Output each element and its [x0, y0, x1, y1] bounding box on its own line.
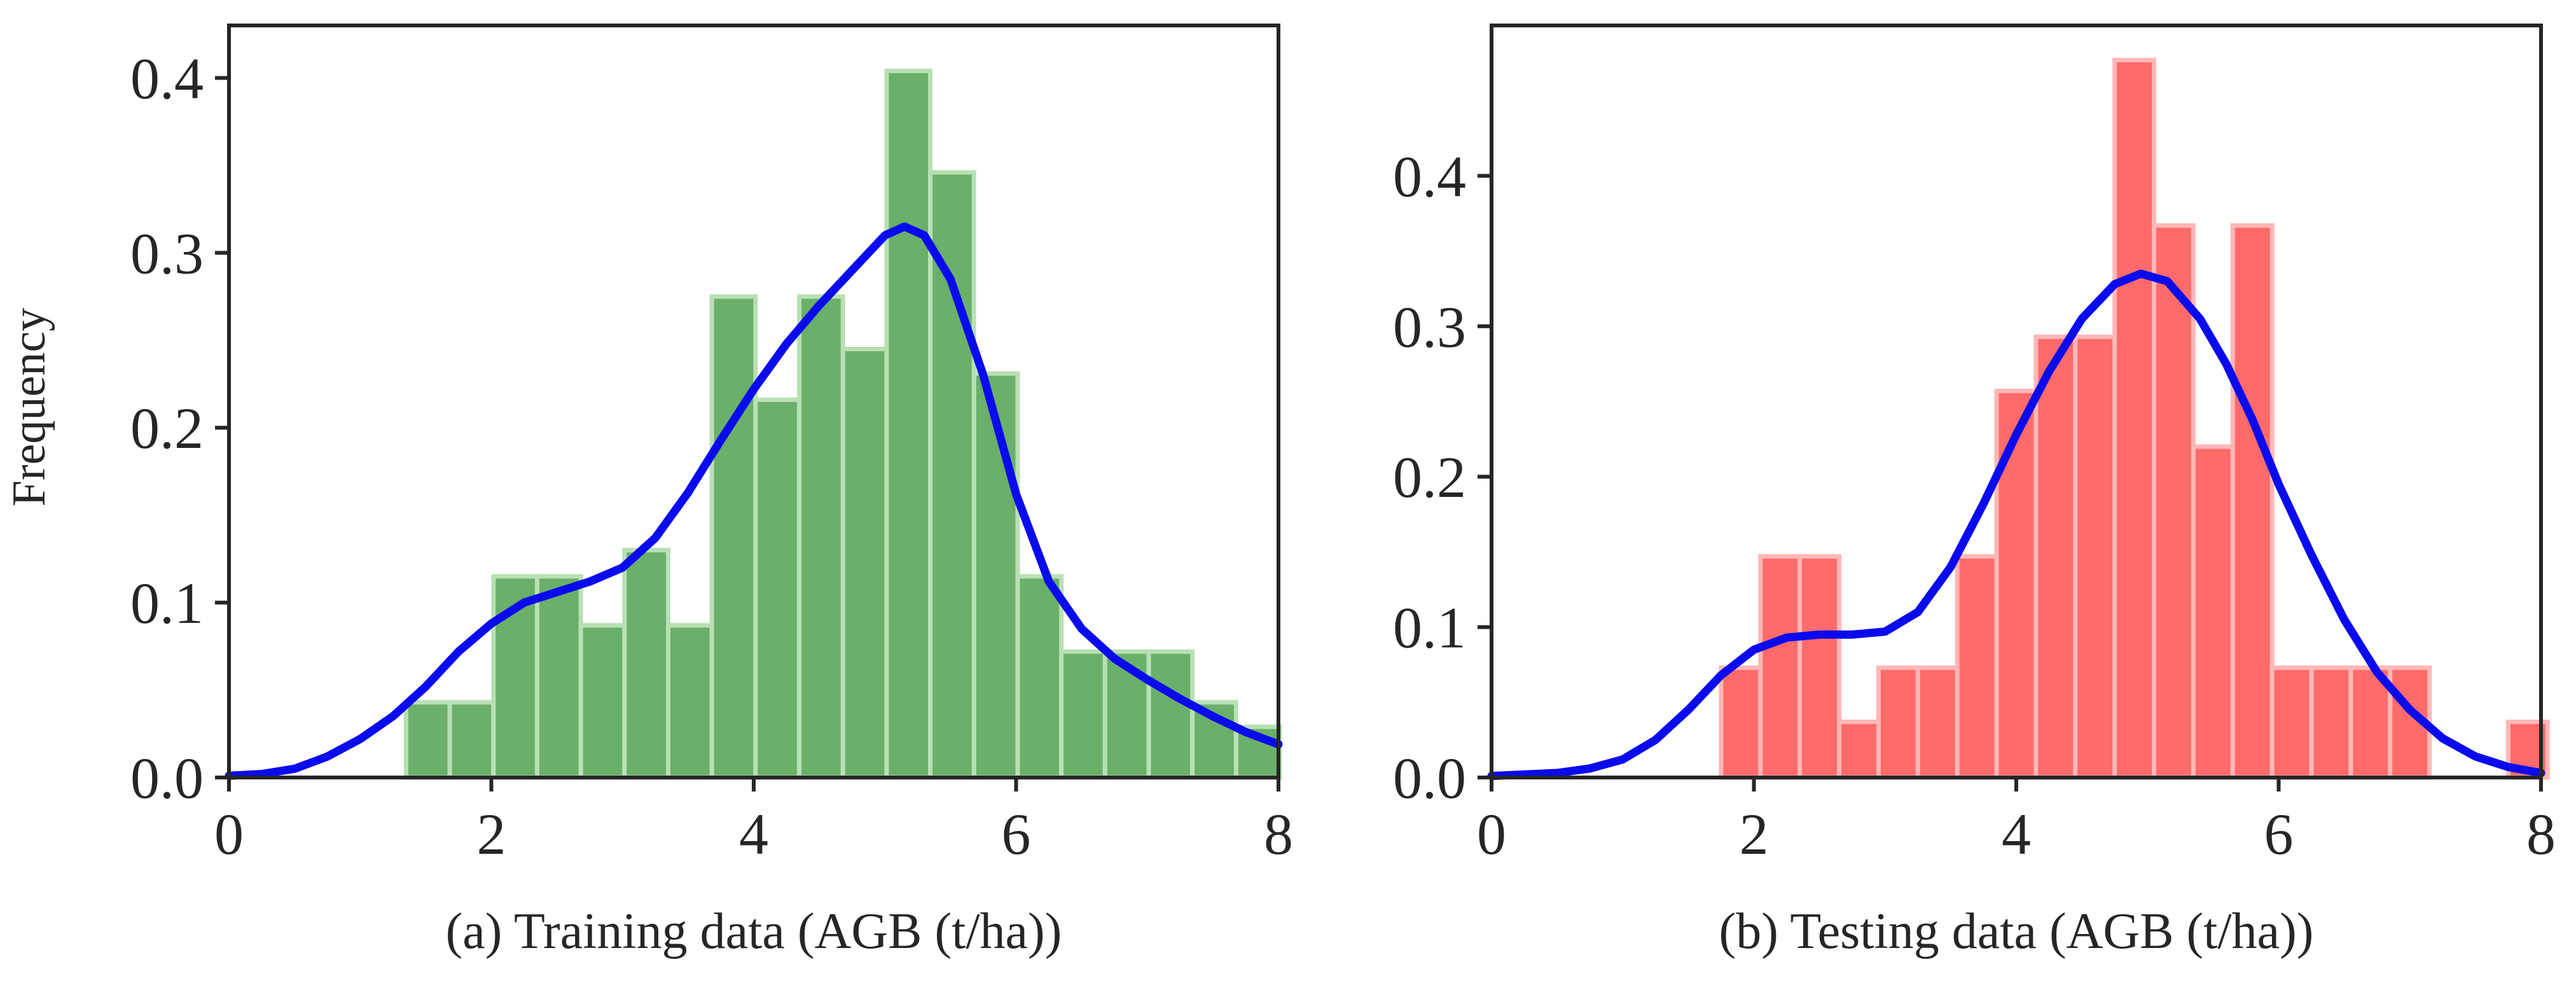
- training-kde-line: [225, 222, 1283, 780]
- training-x-ticks: 0 2 4 6 8: [214, 777, 1293, 867]
- testing-histogram-bar: [2269, 665, 2314, 780]
- testing-histogram-bar: [2112, 57, 2157, 780]
- training-histogram-bar: [1059, 649, 1107, 780]
- testing-x-ticks: 0 2 4 6 8: [1477, 777, 2556, 867]
- training-histogram-bar: [753, 397, 802, 780]
- y-axis-label: Frequency: [3, 308, 55, 506]
- training-histogram-bar: [578, 623, 627, 780]
- x-tick-label: 6: [1002, 802, 1031, 867]
- testing-histogram-bar: [2230, 223, 2275, 780]
- y-tick-label: 0.0: [1393, 746, 1466, 811]
- testing-histogram-bar: [1837, 720, 1881, 780]
- training-histogram-bar: [403, 700, 452, 780]
- training-histogram-bar: [534, 574, 583, 780]
- x-tick-label: 2: [1740, 802, 1769, 867]
- testing-histogram-bar: [1915, 665, 1960, 780]
- testing-histogram-bar: [1955, 554, 1999, 780]
- training-histogram-bar: [1146, 649, 1195, 780]
- training-histogram-bar: [447, 700, 496, 780]
- testing-histogram-bar: [2152, 223, 2196, 780]
- y-tick-label: 0.1: [130, 571, 204, 636]
- y-tick-label: 0.4: [130, 46, 204, 111]
- x-tick-label: 0: [1477, 802, 1506, 867]
- testing-histogram-bar: [1994, 388, 2039, 780]
- x-tick-label: 0: [214, 802, 244, 867]
- testing-histogram-bar: [1719, 665, 1763, 780]
- training-panel: Frequency 0 2 4 6 8 0.0 0.1 0.2 0.3 0.4 (a) Trai…: [3, 24, 1293, 959]
- y-tick-label: 0.4: [1393, 144, 1466, 209]
- x-tick-label: 8: [2526, 802, 2556, 867]
- testing-x-axis-label: (b) Testing data (AGB (t/ha)): [1719, 903, 2314, 959]
- testing-histogram-bar: [1876, 665, 1920, 780]
- testing-histogram-bar: [1797, 554, 1842, 780]
- training-histogram-bar: [622, 548, 671, 780]
- y-tick-label: 0.3: [130, 221, 204, 286]
- testing-panel: 0 2 4 6 8 0.0 0.1 0.2 0.3 0.4 (b) Testing data (…: [1393, 24, 2556, 959]
- x-tick-label: 2: [477, 802, 506, 867]
- training-histogram-bar: [1015, 574, 1064, 780]
- y-tick-label: 0.0: [130, 746, 204, 811]
- testing-y-ticks: 0.0 0.1 0.2 0.3 0.4: [1393, 144, 1492, 811]
- training-histogram-bar: [709, 294, 758, 780]
- training-histogram-bar: [840, 347, 889, 780]
- testing-histogram-bar: [1758, 554, 1803, 780]
- testing-bars: [1719, 57, 2550, 780]
- testing-kde-line: [1487, 269, 2545, 781]
- x-tick-label: 6: [2264, 802, 2294, 867]
- y-tick-label: 0.2: [130, 396, 204, 461]
- training-histogram-bar: [666, 623, 714, 780]
- testing-histogram-bar: [2191, 444, 2235, 780]
- y-tick-label: 0.1: [1393, 596, 1466, 660]
- y-tick-label: 0.3: [1393, 295, 1466, 359]
- training-histogram-bar: [797, 294, 845, 780]
- testing-histogram-bar: [2033, 334, 2078, 780]
- testing-histogram-bar: [2309, 665, 2353, 780]
- training-histogram-bar: [884, 68, 933, 780]
- x-tick-label: 4: [739, 802, 768, 867]
- training-y-ticks: 0.0 0.1 0.2 0.3 0.4: [130, 46, 229, 811]
- x-tick-label: 8: [1264, 802, 1293, 867]
- y-tick-label: 0.2: [1393, 445, 1466, 510]
- training-bars: [403, 68, 1282, 780]
- x-tick-label: 4: [2002, 802, 2031, 867]
- testing-histogram-bar: [2073, 334, 2117, 780]
- training-x-axis-label: (a) Training data (AGB (t/ha)): [446, 903, 1062, 959]
